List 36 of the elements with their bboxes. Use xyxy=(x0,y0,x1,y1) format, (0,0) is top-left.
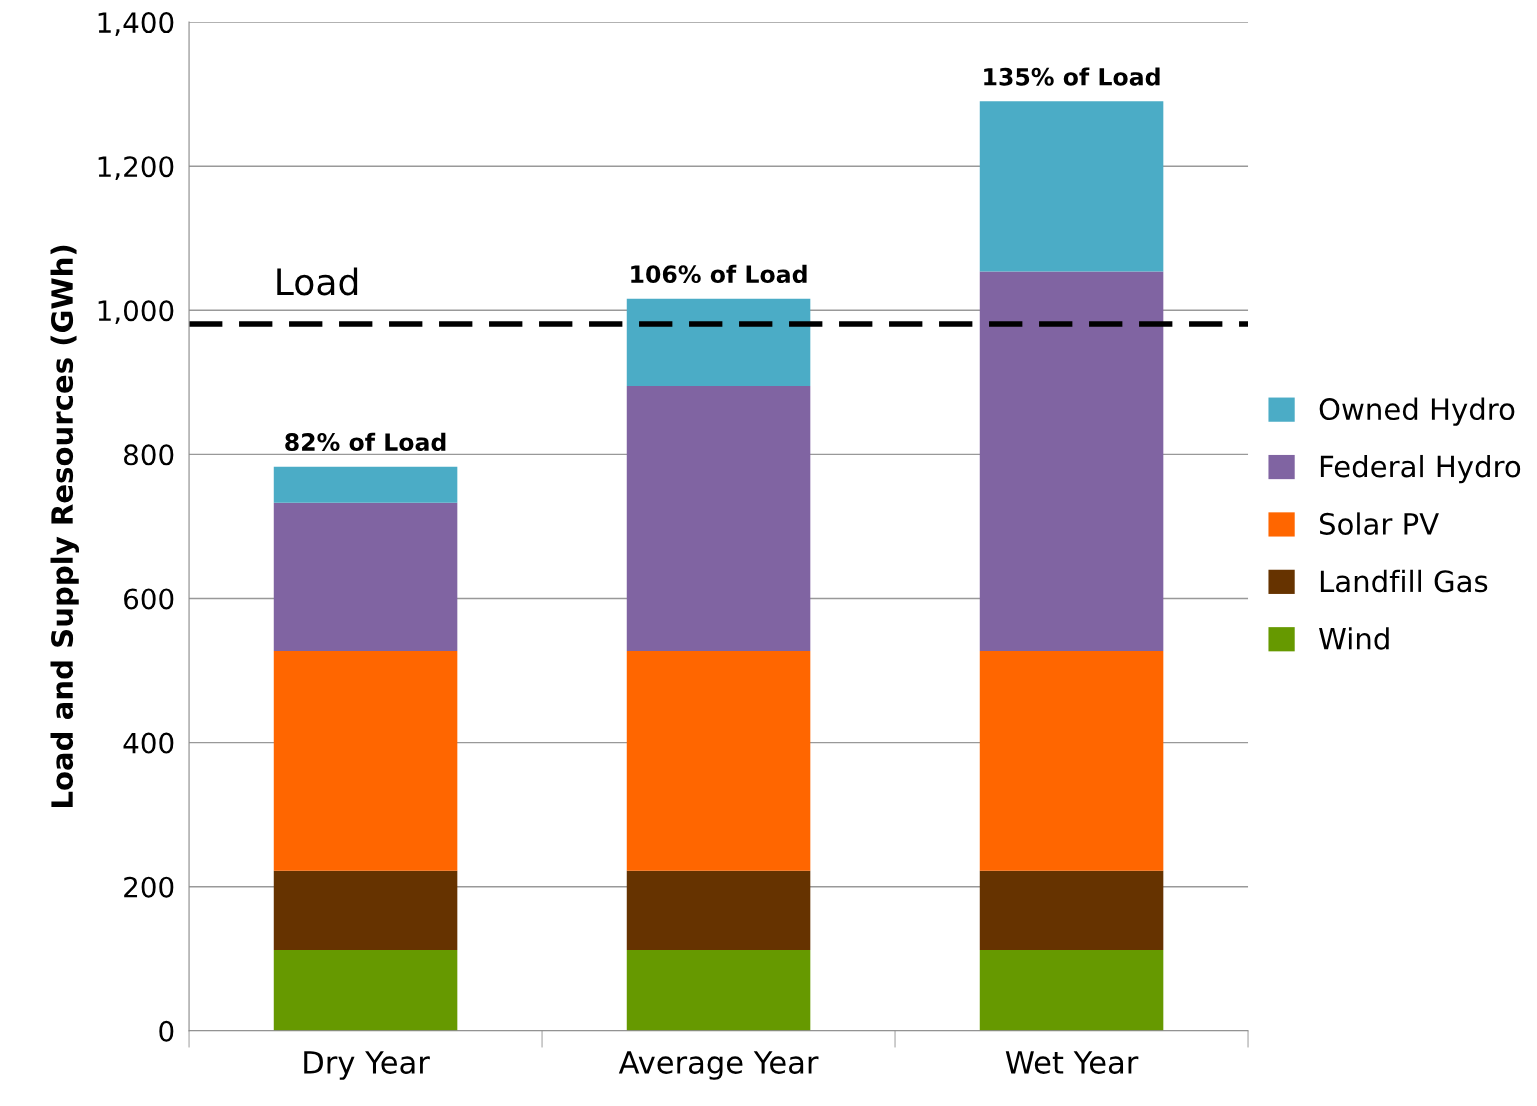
bar xyxy=(979,870,1164,951)
legend-label: Landfill Gas xyxy=(1320,569,1488,593)
y-axis-title: Load and Supply Resources (GWh) xyxy=(50,245,79,807)
y-tick-label: 200 xyxy=(124,876,174,898)
bar xyxy=(273,950,458,1031)
annotation: 82% of Load xyxy=(285,432,446,451)
bar xyxy=(626,298,811,386)
y-tick-label: 1,200 xyxy=(98,156,174,180)
bar xyxy=(273,466,458,503)
legend-label: Solar PV xyxy=(1319,512,1439,535)
x-tick-label: Average Year xyxy=(618,1051,819,1080)
bar xyxy=(626,385,811,652)
y-tick-label: 0 xyxy=(159,1020,174,1042)
bar xyxy=(626,950,811,1031)
annotation: 106% of Load xyxy=(631,264,807,284)
bar xyxy=(273,870,458,951)
legend-label: Owned Hydro xyxy=(1319,397,1515,426)
x-tick-label: Dry Year xyxy=(304,1051,430,1080)
y-tick-label: 600 xyxy=(124,588,174,610)
bar xyxy=(979,271,1164,652)
bar xyxy=(626,651,811,871)
bar xyxy=(979,101,1164,272)
x-tick-label: Wet Year xyxy=(1005,1051,1139,1074)
ref-line-label: Load xyxy=(277,267,358,296)
legend-label: Federal Hydro xyxy=(1320,454,1521,484)
bar xyxy=(979,950,1164,1031)
bar xyxy=(626,870,811,951)
y-tick-label: 1,400 xyxy=(98,12,174,36)
bar xyxy=(979,651,1164,871)
y-tick-label: 400 xyxy=(123,732,174,754)
y-tick-label: 1,000 xyxy=(98,300,174,325)
legend-label: Wind xyxy=(1319,627,1389,650)
bar xyxy=(273,651,458,871)
y-tick-label: 800 xyxy=(124,444,174,466)
annotation: 135% of Load xyxy=(984,67,1160,86)
bar xyxy=(273,502,458,652)
